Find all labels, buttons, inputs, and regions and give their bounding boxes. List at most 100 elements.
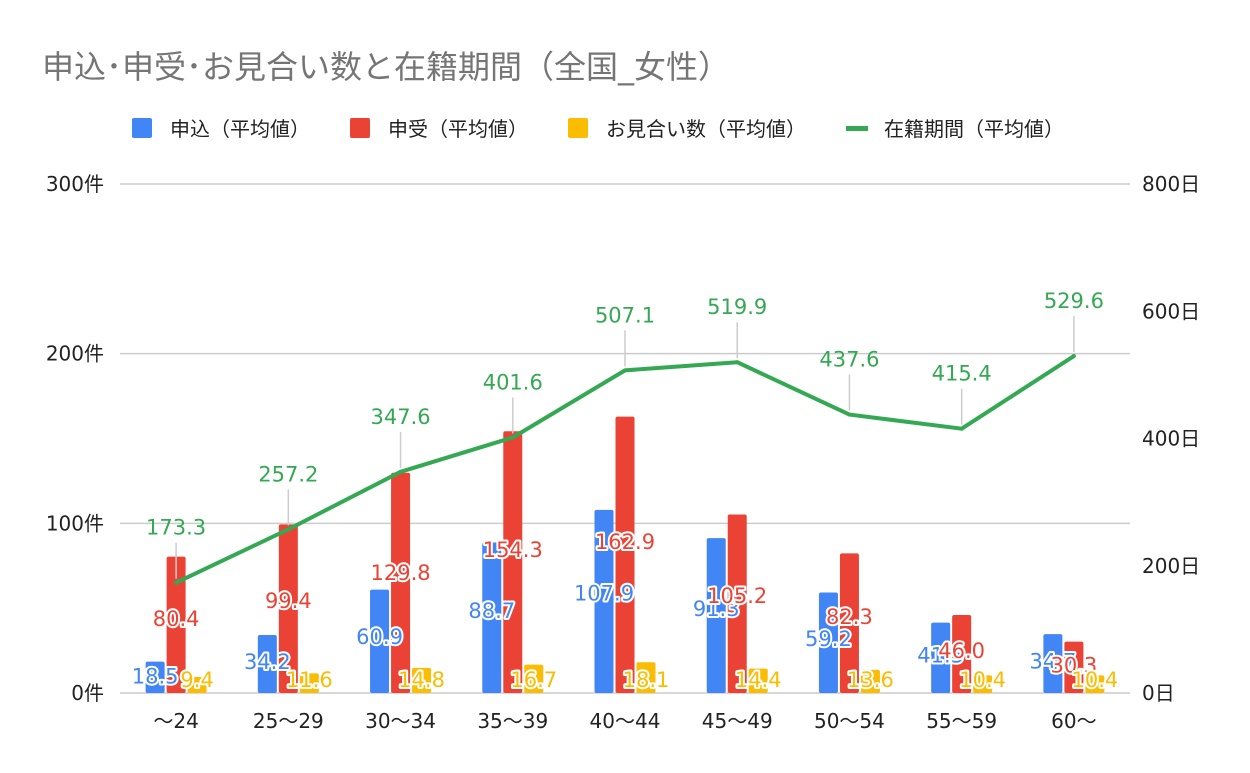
line-point (1071, 354, 1076, 359)
bar-data-label: 60.9 (356, 625, 403, 649)
line-point (959, 426, 964, 431)
x-tick-label: 45～49 (702, 709, 773, 733)
bar (257, 634, 277, 693)
bar (615, 416, 635, 693)
legend-label: 在籍期間（平均値） (884, 117, 1064, 141)
bar-data-label: 82.3 (826, 605, 873, 629)
bar-data-label: 80.4 (153, 607, 200, 631)
bar (524, 664, 544, 693)
x-tick-label: 25～29 (253, 709, 324, 733)
x-tick-label: 35～39 (477, 709, 548, 733)
bar (166, 556, 186, 693)
bar-data-label: 88.7 (468, 599, 515, 623)
bar-data-label: 129.8 (370, 561, 430, 585)
bar-data-label: 105.2 (707, 584, 767, 608)
bar-data-label: 14.8 (398, 668, 445, 692)
x-tick-label: 60～ (1051, 709, 1096, 733)
bar (299, 673, 319, 693)
line-point (510, 435, 515, 440)
line-point (847, 412, 852, 417)
bar-data-label: 10.4 (1072, 668, 1119, 692)
right-tick-label: 200日 (1142, 554, 1200, 578)
right-tick-label: 800日 (1142, 172, 1200, 196)
bar (952, 614, 972, 693)
line-point (623, 368, 627, 373)
bar (973, 675, 993, 693)
bar (412, 667, 432, 693)
line-data-label: 173.3 (146, 516, 206, 540)
bar-data-label: 10.4 (959, 668, 1006, 692)
bar (391, 472, 411, 693)
legend-swatch (132, 118, 152, 138)
line-data-label: 507.1 (595, 303, 655, 327)
bars (145, 416, 1105, 693)
bar-data-label: 41.5 (917, 643, 964, 667)
bar-data-label: 18.1 (623, 668, 670, 692)
bar (1085, 675, 1105, 693)
bar (636, 662, 656, 693)
line-data-label: 529.6 (1044, 289, 1104, 313)
left-tick-label: 100件 (46, 511, 104, 535)
bar-data-label: 59.2 (805, 627, 852, 651)
bar-data-label: 14.4 (735, 668, 782, 692)
bar-data-label: 18.5 (132, 665, 179, 689)
x-tick-label: 55～59 (926, 709, 997, 733)
bar-data-label: 154.3 (483, 538, 543, 562)
bar-data-label: 99.4 (265, 589, 312, 613)
legend-line-swatch (846, 126, 868, 131)
left-tick-label: 300件 (46, 172, 104, 196)
bar (1064, 641, 1084, 693)
line-data-label: 347.6 (370, 405, 430, 429)
line-data-label: 257.2 (258, 462, 318, 486)
legend-item: 申受（平均値） (350, 117, 528, 141)
bar-data-label: 34.2 (244, 650, 291, 674)
x-tick-label: 40～44 (590, 709, 661, 733)
bar (839, 553, 859, 693)
bar-data-label: 46.0 (938, 639, 985, 663)
bar (727, 514, 747, 693)
chart-title: 申込･申受･お見合い数と在籍期間（全国_女性） (42, 48, 730, 86)
bar (482, 542, 502, 693)
line-data-label: 415.4 (932, 362, 992, 386)
bar (706, 538, 726, 693)
bar-data-label: 16.7 (510, 668, 557, 692)
legend-item: お見合い数（平均値） (568, 117, 806, 141)
legend-item: 申込（平均値） (132, 117, 310, 141)
bar-data-label: 162.9 (595, 530, 655, 554)
bar-data-label: 107.9 (574, 581, 634, 605)
data-labels: 18.5 34.2 60.9 88.7 107.9 91.3 59.2 41.5 34.7 80.… (130, 289, 1121, 694)
legend: 申込（平均値） 申受（平均値） お見合い数（平均値） 在籍期間（平均値） (132, 117, 1064, 141)
bar (931, 622, 951, 693)
bar-data-label: 91.3 (693, 597, 740, 621)
bar (370, 589, 390, 693)
bar (187, 677, 207, 693)
bar-data-label: 30.3 (1051, 654, 1098, 678)
bar (818, 592, 838, 693)
line-data-label: 437.6 (819, 348, 879, 372)
line-point (286, 527, 291, 532)
right-tick-label: 600日 (1142, 299, 1200, 323)
line-point (735, 360, 740, 365)
x-tick-label: ～24 (153, 709, 198, 733)
left-tick-label: 200件 (46, 342, 104, 366)
bar-data-label: 9.4 (180, 668, 213, 692)
bar (748, 668, 768, 693)
bar (278, 524, 298, 693)
left-tick-label: 0件 (71, 681, 104, 705)
left-axis: 0件 100件 200件 300件 (46, 172, 104, 705)
legend-label: 申込（平均値） (170, 117, 310, 141)
legend-swatch (350, 118, 370, 138)
line-series (174, 316, 1076, 585)
legend-label: 申受（平均値） (388, 117, 528, 141)
bar-data-label: 13.6 (847, 668, 894, 692)
bar-data-label: 34.7 (1030, 650, 1077, 674)
x-tick-label: 30～34 (365, 709, 436, 733)
bar-data-label: 11.6 (286, 668, 333, 692)
bar (503, 431, 523, 693)
bar (145, 661, 165, 693)
right-axis: 0日 200日 400日 600日 800日 (1142, 172, 1200, 705)
legend-swatch (568, 118, 588, 138)
bar (860, 669, 880, 693)
x-axis: ～24 25～29 30～34 35～39 40～44 45～49 50～54 55～59 60… (153, 709, 1096, 733)
